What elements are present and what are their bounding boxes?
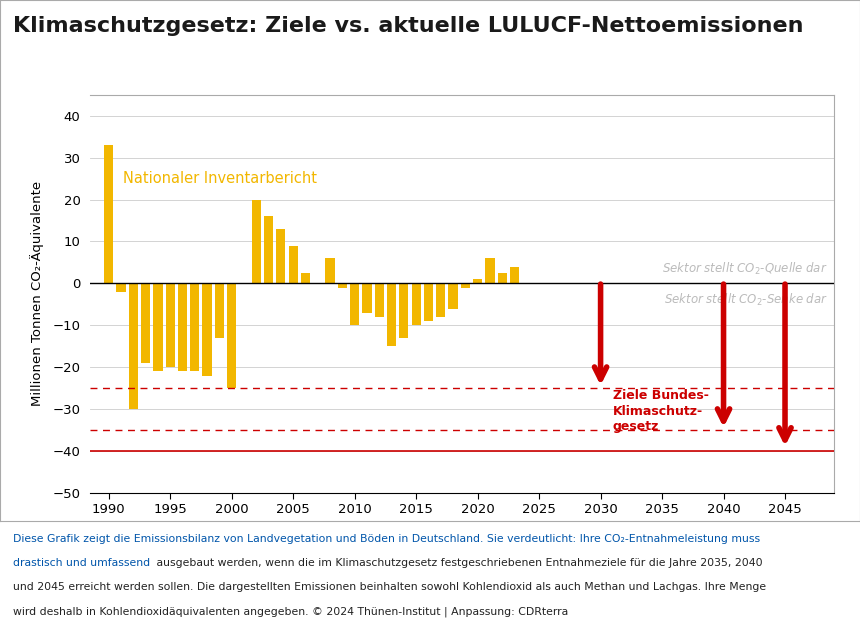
Text: Klimaschutzgesetz: Ziele vs. aktuelle LULUCF-Nettoemissionen: Klimaschutzgesetz: Ziele vs. aktuelle LU… [13,16,803,36]
Bar [399,283,408,338]
Bar [289,246,298,283]
Bar [485,258,494,283]
Bar [375,283,384,317]
Text: und 2045 erreicht werden sollen. Die dargestellten Emissionen beinhalten sowohl : und 2045 erreicht werden sollen. Die dar… [13,582,766,592]
Text: Ziele Bundes-
Klimaschutz-
gesetz: Ziele Bundes- Klimaschutz- gesetz [613,389,709,433]
Bar [276,229,286,283]
Bar [301,273,310,283]
Bar [461,283,470,288]
Bar [325,258,335,283]
Text: Diese Grafik zeigt die Emissionsbilanz von Landvegetation und Böden in Deutschla: Diese Grafik zeigt die Emissionsbilanz v… [13,534,760,544]
Bar [190,283,200,372]
Bar [116,283,126,292]
Bar [178,283,187,372]
Bar [510,267,519,283]
Bar [166,283,175,367]
Bar [129,283,138,409]
Bar [424,283,433,321]
Bar [362,283,372,313]
Bar [252,200,261,283]
Bar [436,283,445,317]
Bar [498,273,507,283]
Y-axis label: Millionen Tonnen CO₂-Äquivalente: Millionen Tonnen CO₂-Äquivalente [30,181,44,406]
Text: Nationaler Inventarbericht: Nationaler Inventarbericht [124,171,317,186]
Bar [141,283,150,363]
Text: Sektor stellt CO$_2$-Quelle dar: Sektor stellt CO$_2$-Quelle dar [662,260,828,277]
Text: drastisch und umfassend: drastisch und umfassend [13,558,150,568]
Bar [412,283,421,325]
Bar [227,283,237,388]
Bar [338,283,347,288]
Bar [448,283,458,308]
Bar [153,283,163,372]
Bar [350,283,359,325]
Bar [104,145,114,283]
Text: Sektor stellt CO$_2$-Senke dar: Sektor stellt CO$_2$-Senke dar [664,292,828,308]
Text: ausgebaut werden, wenn die im Klimaschutzgesetz festgeschriebenen Entnahmeziele : ausgebaut werden, wenn die im Klimaschut… [153,558,763,568]
Text: wird deshalb in Kohlendioxidäquivalenten angegeben. © 2024 Thünen-Institut | Anp: wird deshalb in Kohlendioxidäquivalenten… [13,606,568,617]
Bar [387,283,396,346]
Bar [202,283,212,375]
Bar [215,283,224,338]
Bar [264,216,273,283]
Bar [473,279,482,283]
